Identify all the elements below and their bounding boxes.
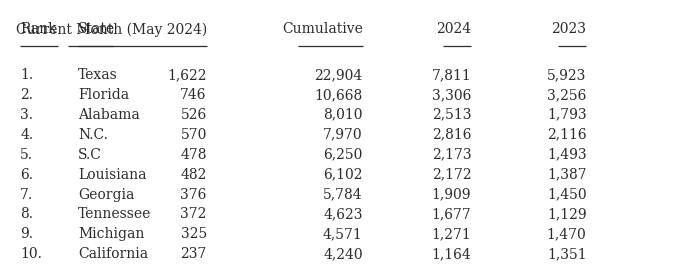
Text: Michigan: Michigan [78, 227, 144, 242]
Text: 4,623: 4,623 [323, 207, 363, 222]
Text: 2,513: 2,513 [432, 108, 471, 122]
Text: 8.: 8. [20, 207, 33, 222]
Text: Tennessee: Tennessee [78, 207, 151, 222]
Text: 1,909: 1,909 [432, 188, 471, 202]
Text: 10.: 10. [20, 247, 42, 261]
Text: 5,784: 5,784 [323, 188, 363, 202]
Text: 1,387: 1,387 [547, 168, 586, 182]
Text: 1,129: 1,129 [547, 207, 586, 222]
Text: 1,271: 1,271 [431, 227, 471, 242]
Text: Florida: Florida [78, 88, 129, 102]
Text: 376: 376 [180, 188, 207, 202]
Text: Louisiana: Louisiana [78, 168, 146, 182]
Text: 7,811: 7,811 [431, 68, 471, 82]
Text: S.C: S.C [78, 148, 102, 162]
Text: 478: 478 [180, 148, 207, 162]
Text: 325: 325 [180, 227, 207, 242]
Text: 1,164: 1,164 [431, 247, 471, 261]
Text: 1,450: 1,450 [547, 188, 586, 202]
Text: 1,493: 1,493 [547, 148, 586, 162]
Text: Georgia: Georgia [78, 188, 134, 202]
Text: 1,793: 1,793 [547, 108, 586, 122]
Text: 1,470: 1,470 [546, 227, 586, 242]
Text: 4.: 4. [20, 128, 33, 142]
Text: 6,250: 6,250 [323, 148, 363, 162]
Text: 6,102: 6,102 [323, 168, 363, 182]
Text: State: State [78, 22, 115, 36]
Text: Cumulative: Cumulative [282, 22, 363, 36]
Text: 237: 237 [180, 247, 207, 261]
Text: 2023: 2023 [551, 22, 586, 36]
Text: Texas: Texas [78, 68, 118, 82]
Text: 6.: 6. [20, 168, 33, 182]
Text: 22,904: 22,904 [315, 68, 363, 82]
Text: 2024: 2024 [436, 22, 471, 36]
Text: Rank: Rank [20, 22, 57, 36]
Text: 4,571: 4,571 [323, 227, 363, 242]
Text: 9.: 9. [20, 227, 33, 242]
Text: 2,116: 2,116 [547, 128, 586, 142]
Text: 5,923: 5,923 [547, 68, 586, 82]
Text: 2,173: 2,173 [432, 148, 471, 162]
Text: 2,172: 2,172 [432, 168, 471, 182]
Text: 8,010: 8,010 [323, 108, 363, 122]
Text: 4,240: 4,240 [323, 247, 363, 261]
Text: 2.: 2. [20, 88, 33, 102]
Text: 482: 482 [180, 168, 207, 182]
Text: 1,677: 1,677 [431, 207, 471, 222]
Text: Current Month (May 2024): Current Month (May 2024) [16, 22, 207, 37]
Text: 1.: 1. [20, 68, 33, 82]
Text: 1,622: 1,622 [167, 68, 207, 82]
Text: 372: 372 [180, 207, 207, 222]
Text: 10,668: 10,668 [315, 88, 363, 102]
Text: 570: 570 [180, 128, 207, 142]
Text: 526: 526 [180, 108, 207, 122]
Text: California: California [78, 247, 148, 261]
Text: 3,306: 3,306 [432, 88, 471, 102]
Text: 1,351: 1,351 [547, 247, 586, 261]
Text: 2,816: 2,816 [432, 128, 471, 142]
Text: N.C.: N.C. [78, 128, 108, 142]
Text: 7,970: 7,970 [323, 128, 363, 142]
Text: Alabama: Alabama [78, 108, 140, 122]
Text: 746: 746 [180, 88, 207, 102]
Text: 7.: 7. [20, 188, 33, 202]
Text: 3,256: 3,256 [547, 88, 586, 102]
Text: 3.: 3. [20, 108, 33, 122]
Text: 5.: 5. [20, 148, 33, 162]
